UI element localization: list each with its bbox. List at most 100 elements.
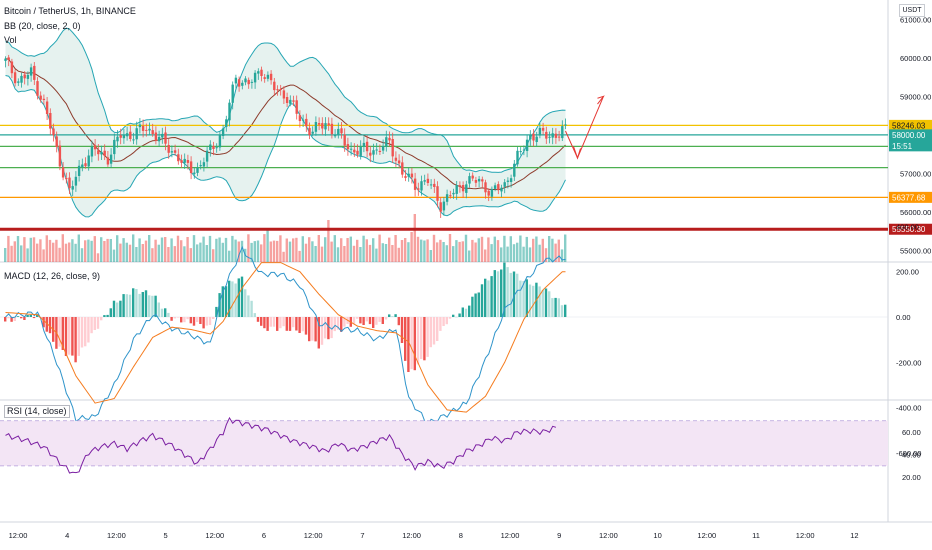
macd-histogram-bar [365,317,368,322]
rsi-label[interactable]: RSI (14, close) [4,405,70,418]
macd-histogram-bar [103,315,106,317]
candle-body [276,89,279,91]
candle-body [148,128,151,131]
macd-histogram-bar [314,317,317,342]
macd-histogram-bar [432,317,436,345]
candle-body [525,139,529,151]
arrowhead-up [597,95,605,105]
macd-histogram-bar [548,291,551,317]
candle-body [7,57,10,60]
volume-bar [314,246,317,262]
candle-body [452,192,455,195]
volume-bar [167,247,170,262]
candle-body [535,136,538,142]
candle-body [151,130,154,134]
macd-histogram-bar [455,316,458,318]
rsi-tick: 20.00 [902,473,921,482]
macd-histogram-bar [516,273,519,317]
candle-body [529,134,532,140]
macd-histogram-bar [439,317,442,331]
volume-bar [362,235,365,262]
volume-bar [352,245,356,262]
candle-body [225,119,228,127]
volume-bar [141,244,144,262]
candle-body [378,150,382,152]
macd-histogram-bar [420,317,423,359]
macd-histogram-bar [477,292,480,317]
macd-histogram-bar [180,317,183,323]
candle-body [330,123,334,135]
macd-histogram-bar [148,295,151,317]
volume-bar [138,238,141,262]
macd-histogram-bar [468,305,471,317]
volume-bar [365,239,368,262]
volume-bar [29,237,32,262]
candle-body [202,162,206,167]
candle-body [84,163,87,167]
volume-bar [250,242,253,262]
macd-histogram-bar [506,267,509,317]
candle-body [253,72,257,83]
candle-body [244,78,247,83]
macd-histogram-bar [279,317,282,329]
macd-histogram-bar [151,295,154,317]
volume-bar [231,235,234,262]
volume-bar [132,234,135,262]
candle-body [177,154,180,162]
price-tick: 55000.00 [900,246,931,255]
volume-bar [356,239,359,262]
volume-bar [442,242,445,262]
macd-histogram-bar [452,314,455,317]
macd-histogram-bar [397,317,400,326]
volume-bar [26,248,29,262]
volume-bar [522,246,525,262]
price-tick: 59000.00 [900,92,931,101]
bb-indicator-label[interactable]: BB (20, close, 2, 0) [4,21,81,31]
volume-bar [4,248,7,262]
candle-body [333,135,337,137]
candle-body [132,139,135,141]
macd-histogram-bar [560,305,564,317]
macd-histogram-bar [250,300,253,317]
volume-bar [359,247,362,262]
vol-indicator-label[interactable]: Vol [4,35,17,45]
macd-histogram-bar [221,286,224,317]
arrowhead-down [573,146,581,160]
candle-body [554,133,558,138]
macd-histogram-bar [87,317,90,343]
symbol-title: Bitcoin / TetherUS, 1h, BINANCE [4,6,136,16]
volume-bar [256,240,260,262]
candle-body [388,137,391,141]
candle-body [356,150,359,155]
macd-histogram-bar [90,317,93,334]
macd-label[interactable]: MACD (12, 26, close, 9) [4,271,101,281]
macd-histogram-bar [394,314,397,317]
candle-body [282,90,286,99]
volume-bar [506,246,509,262]
macd-histogram-bar [26,315,29,317]
candle-body [29,67,33,76]
macd-histogram-bar [125,294,128,317]
macd-histogram-bar [170,317,173,321]
volume-bar [512,244,516,262]
time-tick: 4 [65,531,69,540]
volume-bar [218,237,221,262]
volume-bar [458,241,461,262]
candle-body [305,118,308,127]
candle-body [324,123,327,130]
volume-bar [42,249,45,262]
volume-bar [416,236,420,262]
candle-body [129,131,132,139]
countdown-label: 15:51 [892,142,913,151]
candle-body [119,135,122,138]
macd-histogram-bar [490,276,493,317]
macd-tick: 200.00 [896,268,919,277]
time-tick: 12:00 [107,531,126,540]
volume-bar [55,239,58,262]
candle-body [247,79,250,85]
volume-bar [423,240,426,262]
volume-bar [548,236,551,262]
price-tick: 56000.00 [900,208,931,217]
currency-badge[interactable]: USDT [899,4,925,17]
candle-body [375,149,378,151]
